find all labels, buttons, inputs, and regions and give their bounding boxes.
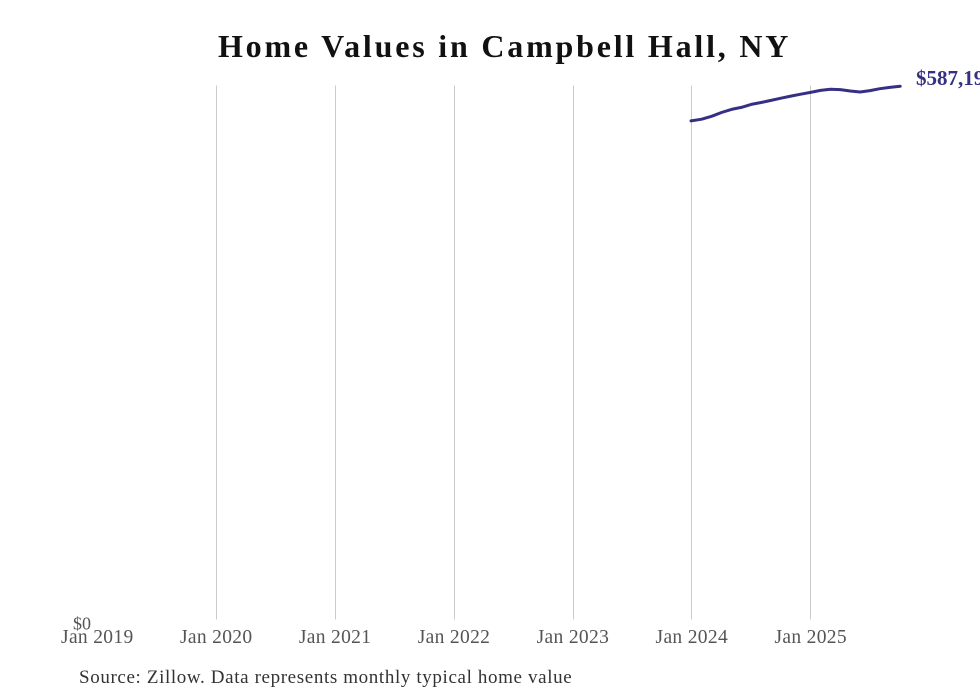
svg-text:$0: $0 (73, 614, 91, 634)
svg-text:Jan 2022: Jan 2022 (418, 627, 491, 648)
svg-text:Jan 2024: Jan 2024 (656, 627, 729, 648)
svg-text:Jan 2023: Jan 2023 (537, 627, 610, 648)
svg-text:$587,198: $587,198 (916, 66, 980, 90)
svg-text:Jan 2025: Jan 2025 (774, 627, 847, 648)
svg-text:Jan 2021: Jan 2021 (299, 627, 372, 648)
svg-text:Source: Zillow. Data represent: Source: Zillow. Data represents monthly … (79, 667, 572, 688)
svg-text:Jan 2020: Jan 2020 (180, 627, 253, 648)
svg-text:Jan 2019: Jan 2019 (61, 627, 134, 648)
svg-text:Home Values in Campbell Hall,: Home Values in Campbell Hall, NY (218, 28, 791, 64)
